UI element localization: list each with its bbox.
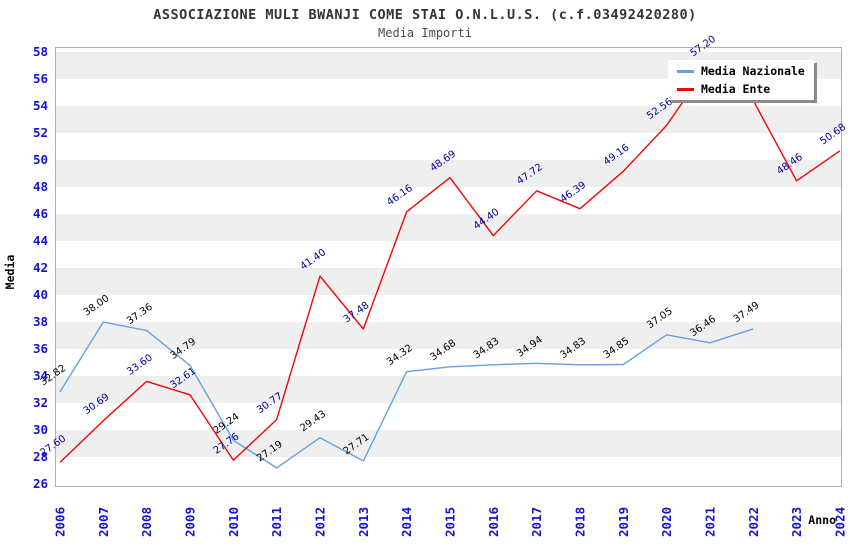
y-tick-label: 32 [33,395,48,410]
grid-band [56,268,841,295]
x-tick-label: 2016 [486,507,501,537]
plot-border [55,47,842,487]
y-tick-label: 40 [33,287,48,302]
x-tick-label: 2018 [572,507,587,537]
y-tick-label: 34 [33,368,48,383]
x-axis-title: Anno [808,513,836,527]
grid-band [56,214,841,241]
x-tick-label: 2009 [182,507,197,537]
y-axis-title: Media [3,255,17,290]
x-tick-label: 2019 [616,507,631,537]
x-tick-label: 2011 [269,507,284,537]
data-label-media-nazionale: 38.00 [82,293,112,318]
grid-band [56,322,841,349]
x-tick-label: 2022 [746,507,761,537]
y-tick-label: 26 [33,476,48,491]
x-tick-label: 2017 [529,507,544,537]
x-tick-label: 2008 [139,507,154,537]
x-tick-label: 2007 [96,507,111,537]
y-tick-label: 38 [33,314,48,329]
y-tick-label: 42 [33,260,48,275]
y-tick-label: 50 [33,152,48,167]
legend-item-media-nazionale: Media Nazionale [668,62,814,80]
x-tick-label: 2006 [53,507,68,537]
y-tick-label: 36 [33,341,48,356]
x-tick-label: 2015 [442,507,457,537]
x-tick-label: 2013 [356,507,371,537]
y-tick-label: 54 [33,98,48,113]
x-tick-label: 2023 [789,507,804,537]
x-tick-label: 2012 [312,507,327,537]
y-tick-label: 56 [33,71,48,86]
legend-label: Media Ente [701,82,771,96]
y-tick-label: 30 [33,422,48,437]
grid-band [56,430,841,457]
x-tick-label: 2020 [659,507,674,537]
y-tick-label: 52 [33,125,48,140]
chart-title: ASSOCIAZIONE MULI BWANJI COME STAI O.N.L… [153,7,697,23]
chart-subtitle: Media Importi [378,26,472,40]
x-tick-label: 2021 [702,507,717,537]
grid-band [56,106,841,133]
legend: Media Nazionale Media Ente [668,60,814,100]
legend-swatch [677,87,694,91]
y-tick-label: 46 [33,206,48,221]
data-label-media-ente: 33.60 [125,352,155,377]
grid-band [56,376,841,403]
legend-label: Media Nazionale [701,64,805,78]
x-tick-label: 2010 [226,507,241,537]
y-tick-label: 48 [33,179,48,194]
y-tick-label: 28 [33,449,48,464]
legend-item-media-ente: Media Ente [668,80,814,98]
legend-swatch [677,69,694,73]
grid-band [56,160,841,187]
y-tick-label: 58 [33,44,48,59]
x-tick-label: 2024 [832,507,847,537]
y-tick-label: 44 [33,233,48,248]
x-tick-label: 2014 [399,507,414,537]
data-label-media-nazionale: 37.49 [732,300,762,325]
series-line-media-nazionale [59,321,754,469]
